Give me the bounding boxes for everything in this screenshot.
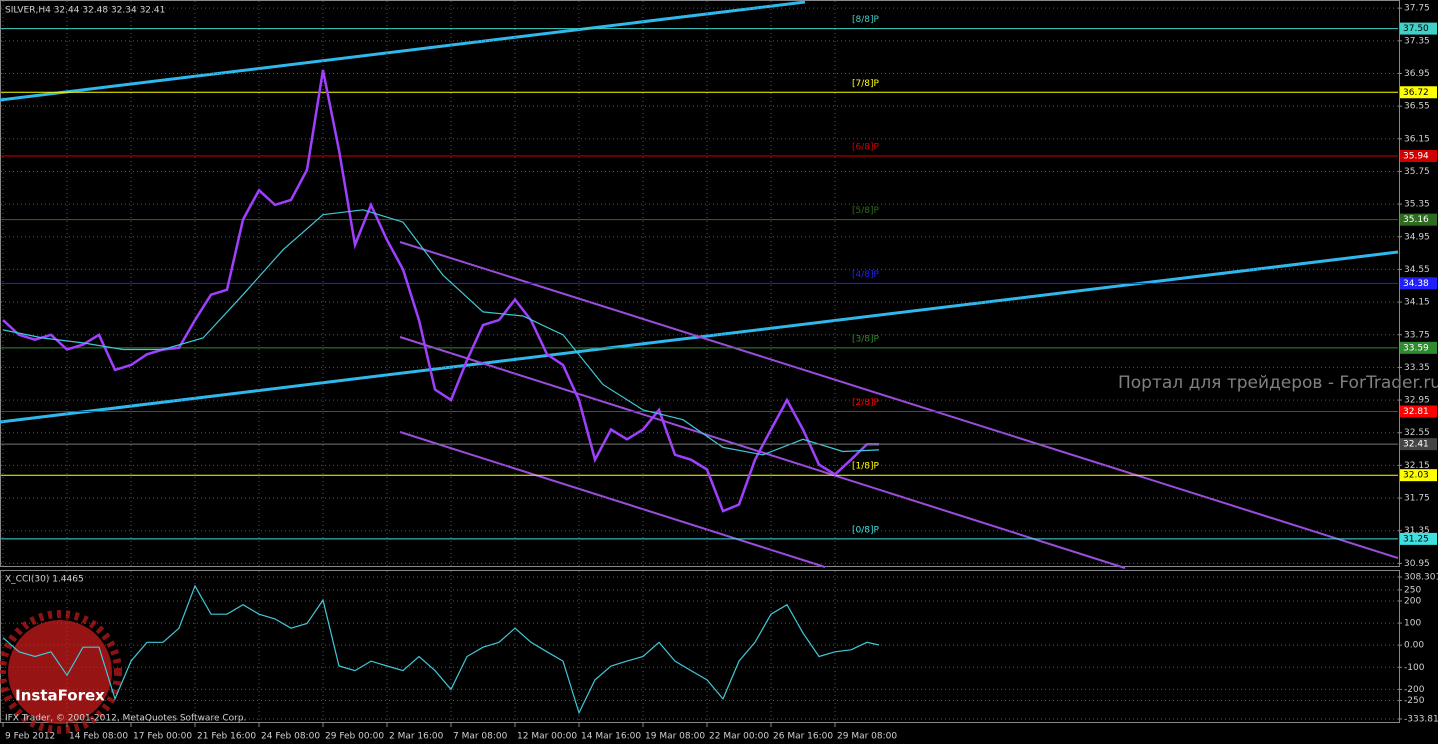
y-tick-label: 36.95: [1404, 69, 1430, 79]
level-box: [1400, 277, 1437, 290]
logo: InstaForex: [0, 610, 122, 734]
y-tick-label: 32.55: [1404, 428, 1430, 438]
y-tick-label: 37.75: [1404, 4, 1430, 14]
level-name: [7/8]P: [852, 79, 880, 89]
level-value-label: 35.16: [1403, 215, 1429, 225]
x-tick-label: 9 Feb 2012: [5, 732, 55, 742]
cci-panel: [0, 570, 1400, 723]
y-tick-label: 0.00: [1404, 641, 1424, 651]
x-tick-label: 2 Mar 16:00: [389, 732, 444, 742]
level-box: [1400, 341, 1437, 354]
y-tick-label: 36.15: [1404, 134, 1430, 144]
y-tick-label: 34.95: [1404, 232, 1430, 242]
y-tick-label: 30.95: [1404, 559, 1430, 569]
level-name: [8/8]P: [852, 15, 880, 25]
y-tick-label: 34.55: [1404, 265, 1430, 275]
level-value-label: 33.59: [1403, 343, 1429, 353]
chart-title: SILVER,H4 32.44 32.48 32.34 32.41: [5, 6, 165, 16]
level-name: [3/8]P: [852, 334, 880, 344]
y-tick-label: 308.301: [1404, 573, 1438, 583]
y-tick-label: 31.75: [1404, 494, 1430, 504]
channel-line: [399, 241, 1399, 559]
x-tick-label: 7 Mar 08:00: [453, 732, 508, 742]
level-name: [6/8]P: [852, 142, 880, 152]
series-line: [2, 69, 879, 513]
x-tick-label: 17 Feb 00:00: [133, 732, 192, 742]
x-tick-label: 29 Feb 00:00: [325, 732, 384, 742]
last-price-label: 32.41: [1403, 440, 1429, 450]
x-tick-label: 12 Mar 00:00: [517, 732, 577, 742]
y-tick-label: 200: [1404, 596, 1421, 606]
x-tick-label: 22 Mar 00:00: [709, 732, 769, 742]
x-tick-label: 26 Mar 16:00: [773, 732, 833, 742]
y-tick-label: -200: [1404, 685, 1425, 695]
y-tick-label: 32.95: [1404, 396, 1430, 406]
logo-gear: [0, 610, 122, 734]
series-line: [2, 584, 880, 715]
level-box: [1400, 213, 1437, 226]
level-value-label: 37.50: [1403, 24, 1429, 34]
trend-line: [0, 0, 806, 102]
x-tick-label: 21 Feb 16:00: [197, 732, 256, 742]
level-value-label: 31.25: [1403, 534, 1429, 544]
y-tick-label: -100: [1404, 663, 1425, 673]
level-box: [1400, 532, 1437, 545]
y-tick-label: 35.35: [1404, 200, 1430, 210]
level-value-label: 36.72: [1403, 88, 1429, 98]
y-tick-label: 250: [1404, 585, 1421, 595]
series-line: [2, 209, 880, 456]
y-tick-label: 100: [1404, 619, 1421, 629]
logo-badge: [8, 620, 112, 724]
x-tick-label: 14 Mar 16:00: [581, 732, 641, 742]
y-tick-label: -333.810: [1404, 715, 1438, 725]
logo-text: InstaForex: [15, 687, 105, 705]
last-price-box: [1400, 438, 1437, 451]
watermark: Портал для трейдеров - ForTrader.ru: [1118, 373, 1438, 393]
level-name: [5/8]P: [852, 206, 880, 216]
y-tick-label: 31.35: [1404, 526, 1430, 536]
x-tick-label: 19 Mar 08:00: [645, 732, 705, 742]
level-name: [1/8]P: [852, 462, 880, 472]
level-box: [1400, 149, 1437, 162]
x-tick-label: 29 Mar 08:00: [837, 732, 897, 742]
main-panel: [0, 0, 1400, 567]
y-tick-label: 35.75: [1404, 167, 1430, 177]
y-tick-label: 33.75: [1404, 330, 1430, 340]
footer: IFX Trader, © 2001-2012, MetaQuotes Soft…: [5, 714, 246, 724]
y-tick-label: 36.55: [1404, 102, 1430, 112]
x-tick-label: 24 Feb 08:00: [261, 732, 320, 742]
y-tick-label: 32.15: [1404, 461, 1430, 471]
level-box: [1400, 469, 1437, 482]
y-tick-label: 34.15: [1404, 298, 1430, 308]
level-box: [1400, 86, 1437, 99]
level-value-label: 32.03: [1403, 471, 1429, 481]
level-value-label: 32.81: [1403, 407, 1429, 417]
level-value-label: 35.94: [1403, 151, 1429, 161]
x-tick-label: 14 Feb 08:00: [69, 732, 128, 742]
y-tick-label: -250: [1404, 696, 1425, 706]
level-value-label: 34.38: [1403, 279, 1429, 289]
level-box: [1400, 22, 1437, 35]
level-name: [2/8]P: [852, 398, 880, 408]
level-name: [0/8]P: [852, 525, 880, 535]
level-box: [1400, 405, 1437, 418]
cci-title: X_CCI(30) 1.4465: [5, 575, 84, 585]
trend-lines: [0, 0, 1399, 569]
channel-line: [399, 431, 826, 568]
y-tick-label: 33.35: [1404, 363, 1430, 373]
level-name: [4/8]P: [852, 270, 880, 280]
channel-line: [399, 336, 1126, 569]
y-tick-label: 37.35: [1404, 36, 1430, 46]
